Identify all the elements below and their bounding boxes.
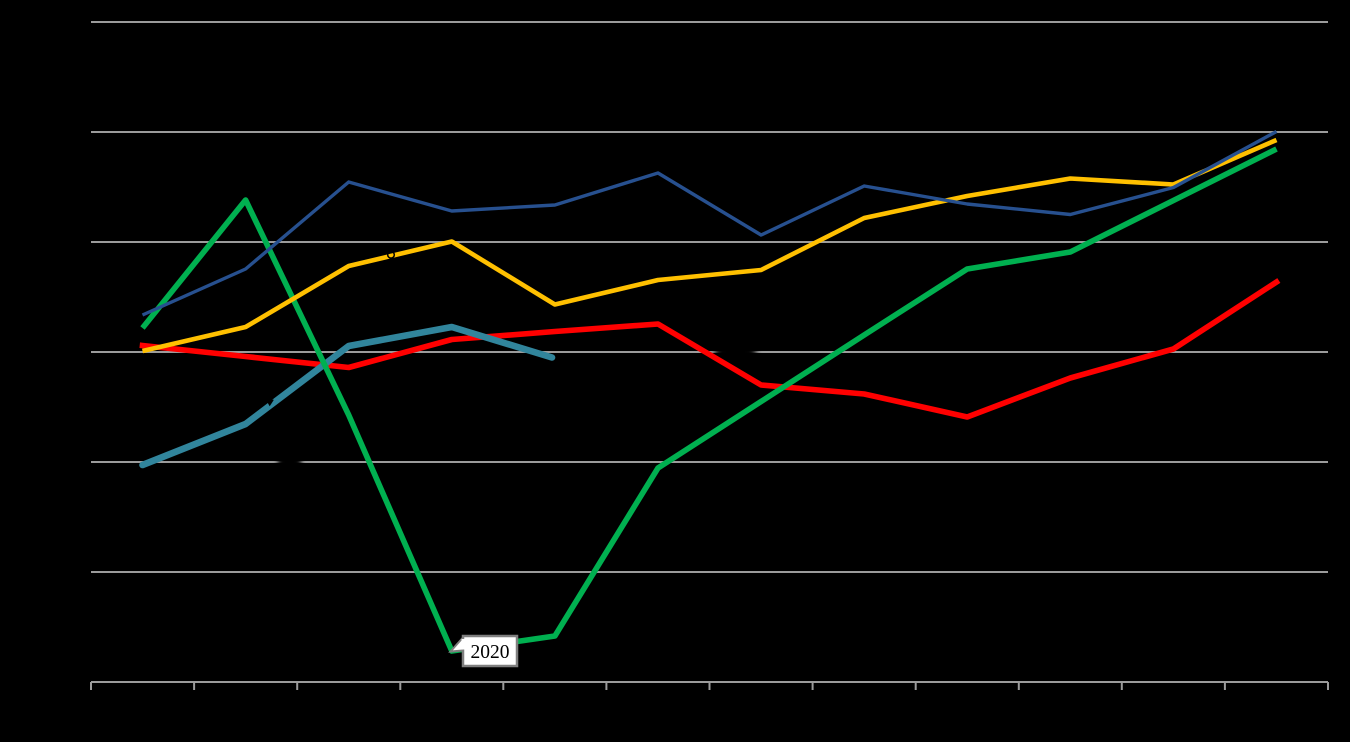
svg-text:2020: 2020 [471,642,510,663]
